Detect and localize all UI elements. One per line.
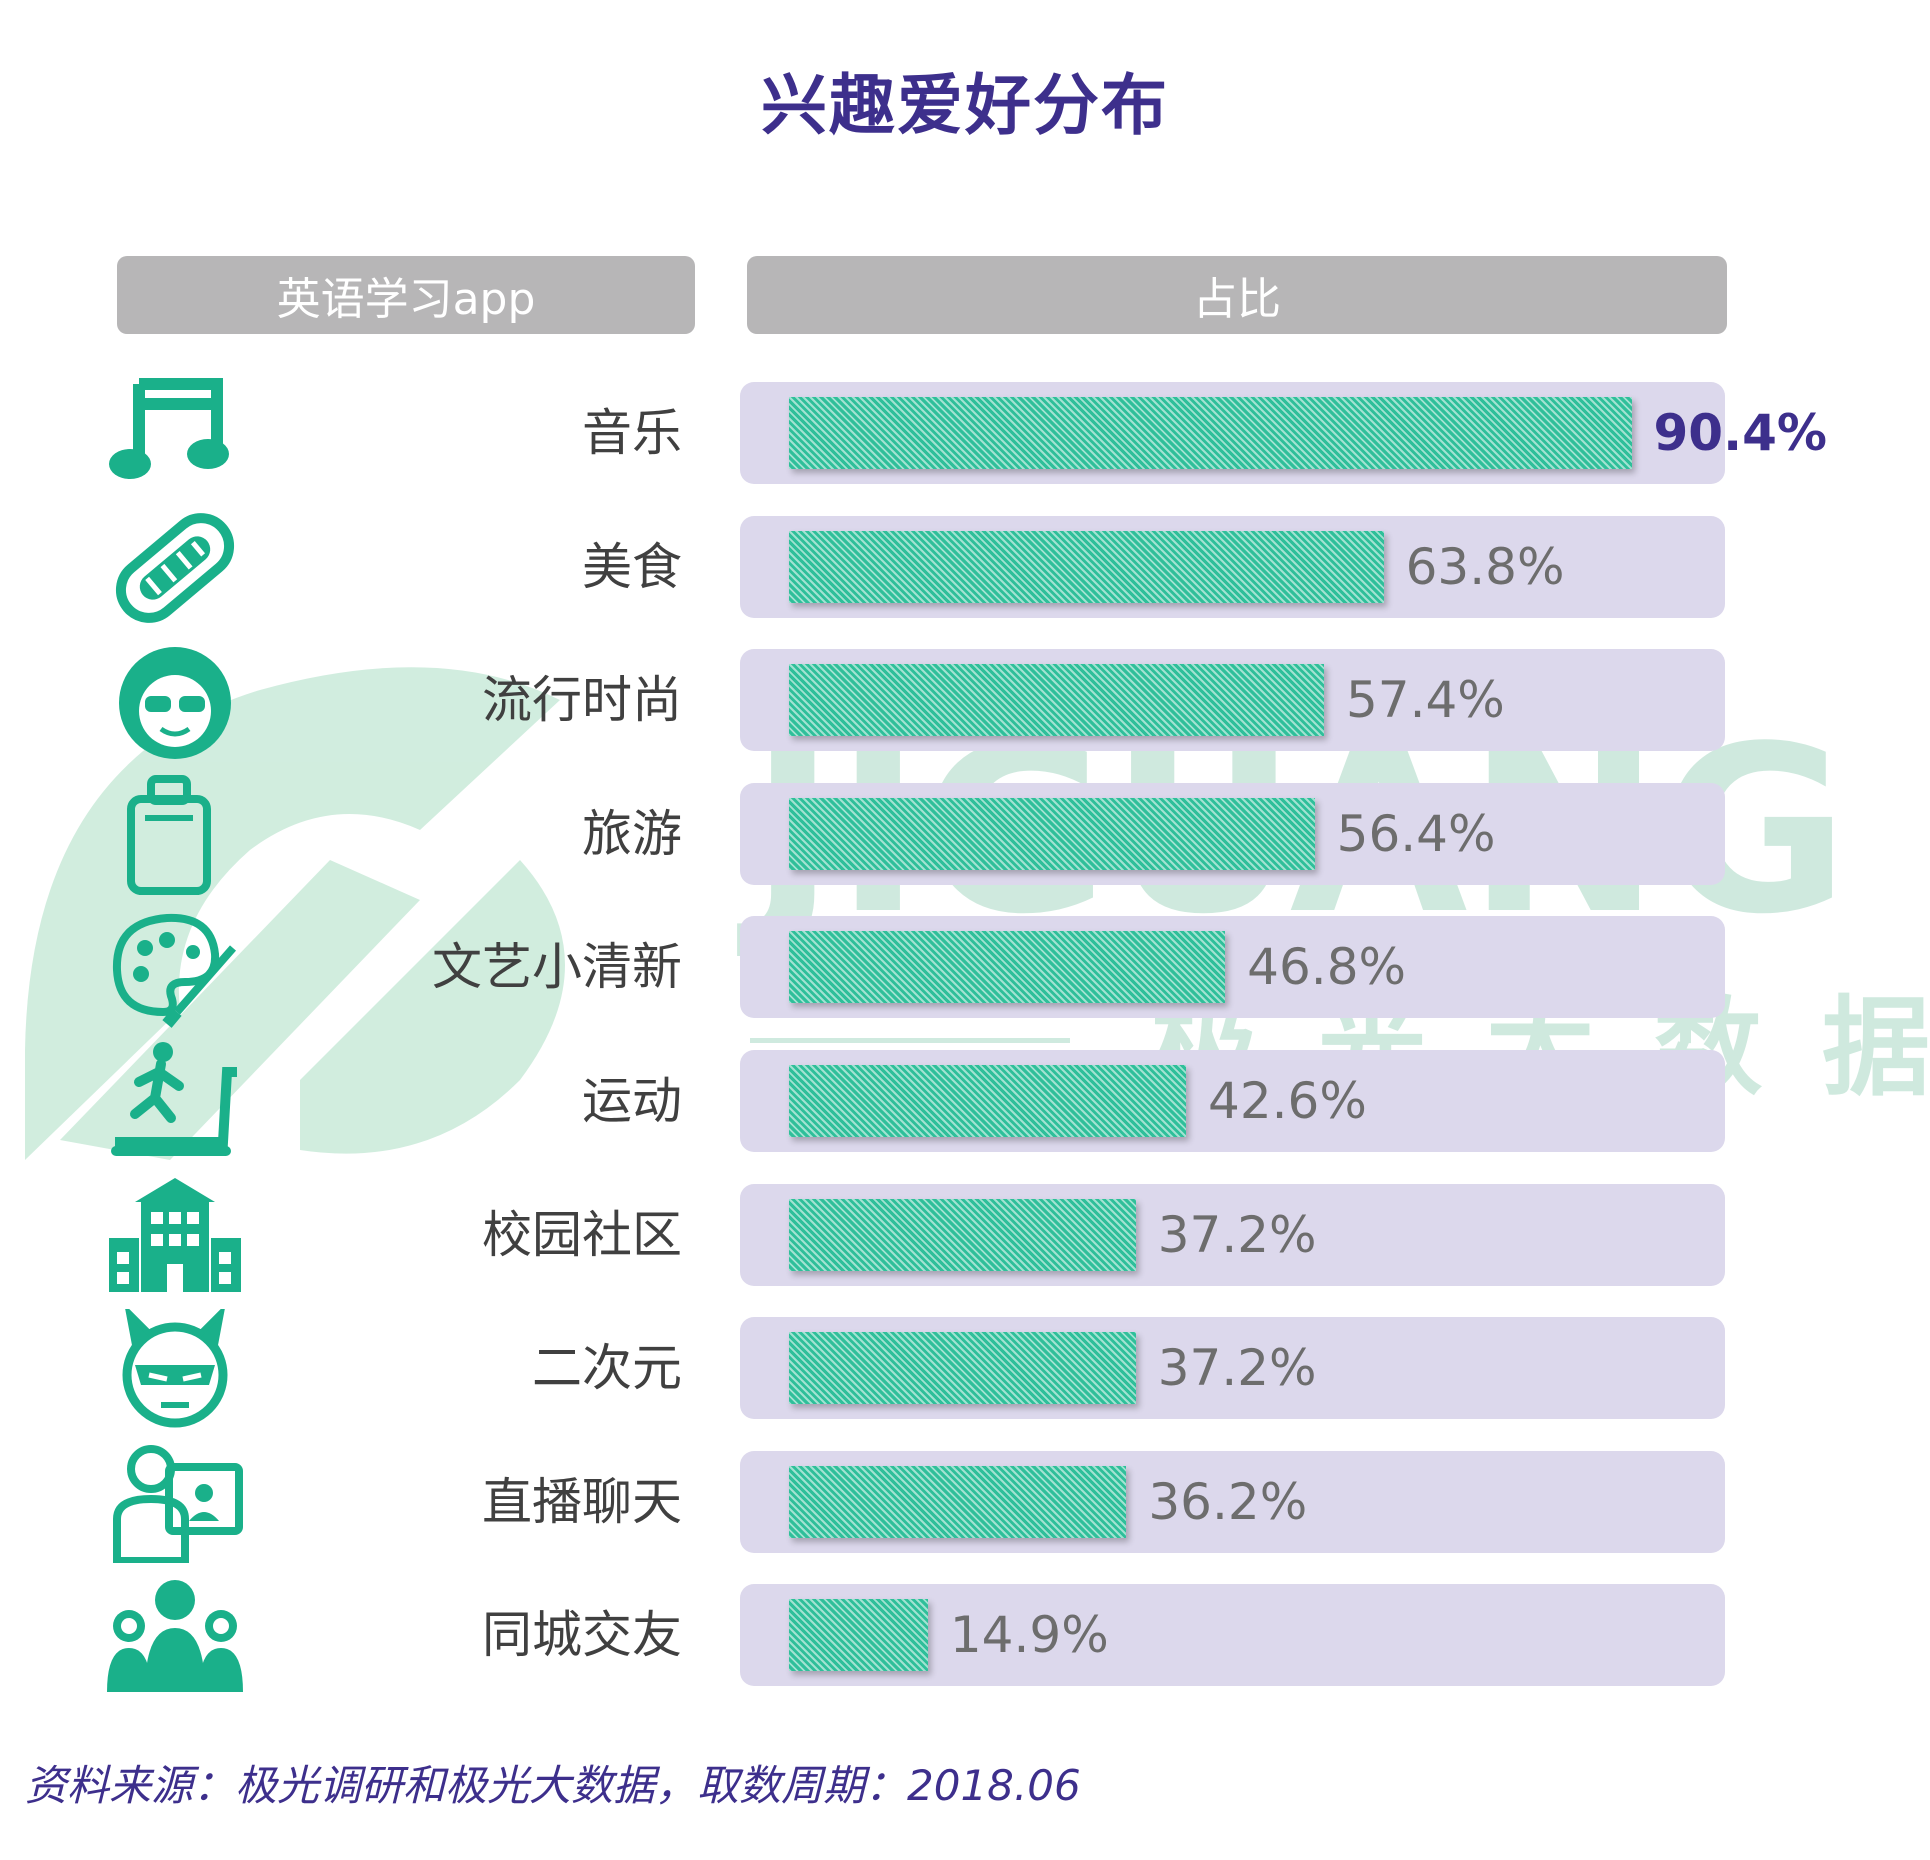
bar	[789, 530, 1384, 603]
bar	[789, 1599, 928, 1672]
value-label: 57.4%	[1345, 671, 1505, 730]
music-note-icon	[109, 378, 229, 479]
bar	[789, 1065, 1187, 1137]
category-label: 二次元	[532, 1339, 682, 1398]
category-label: 旅游	[582, 804, 682, 863]
column-header-share-label: 占比	[1193, 274, 1281, 325]
category-label: 运动	[582, 1072, 682, 1130]
category-label: 音乐	[582, 404, 682, 462]
sunglasses-face-icon	[119, 647, 231, 760]
chart-title: 兴趣爱好分布	[761, 67, 1169, 144]
school-building-icon	[109, 1177, 241, 1292]
value-label: 37.2%	[1157, 1339, 1317, 1398]
value-label: 14.9%	[949, 1606, 1109, 1665]
hotdog-icon	[115, 512, 235, 623]
friends-group-icon	[107, 1580, 243, 1693]
category-label: 直播聊天	[482, 1472, 682, 1531]
value-label: 37.2%	[1157, 1205, 1317, 1264]
column-header-app: 英语学习app	[117, 256, 695, 334]
live-stream-icon	[113, 1444, 243, 1563]
bar	[789, 797, 1315, 870]
category-label: 同城交友	[482, 1606, 682, 1665]
palette-icon	[112, 914, 237, 1029]
value-label: 56.4%	[1336, 804, 1496, 863]
value-label: 36.2%	[1148, 1472, 1308, 1531]
watermark-rule	[750, 1038, 1070, 1043]
bar	[789, 397, 1632, 469]
bar	[789, 1198, 1136, 1271]
column-header-share: 占比	[747, 256, 1727, 334]
category-label: 文艺小清新	[432, 938, 682, 997]
category-label: 流行时尚	[482, 671, 682, 730]
bar	[789, 1332, 1136, 1405]
column-header-app-label: 英语学习app	[276, 274, 536, 325]
source-note: 资料来源：极光调研和极光大数据，取数周期：2018.06	[25, 1761, 1081, 1810]
value-label: 90.4%	[1653, 404, 1827, 462]
suitcase-icon	[127, 774, 211, 895]
category-label: 美食	[582, 537, 682, 596]
bar	[789, 664, 1324, 737]
treadmill-icon	[111, 1042, 237, 1156]
value-label: 46.8%	[1247, 938, 1407, 997]
value-label: 63.8%	[1405, 537, 1565, 596]
bar	[789, 1465, 1127, 1538]
devil-face-icon	[122, 1309, 228, 1428]
value-label: 42.6%	[1208, 1072, 1367, 1130]
category-label: 校园社区	[482, 1205, 682, 1264]
bar	[789, 931, 1226, 1004]
